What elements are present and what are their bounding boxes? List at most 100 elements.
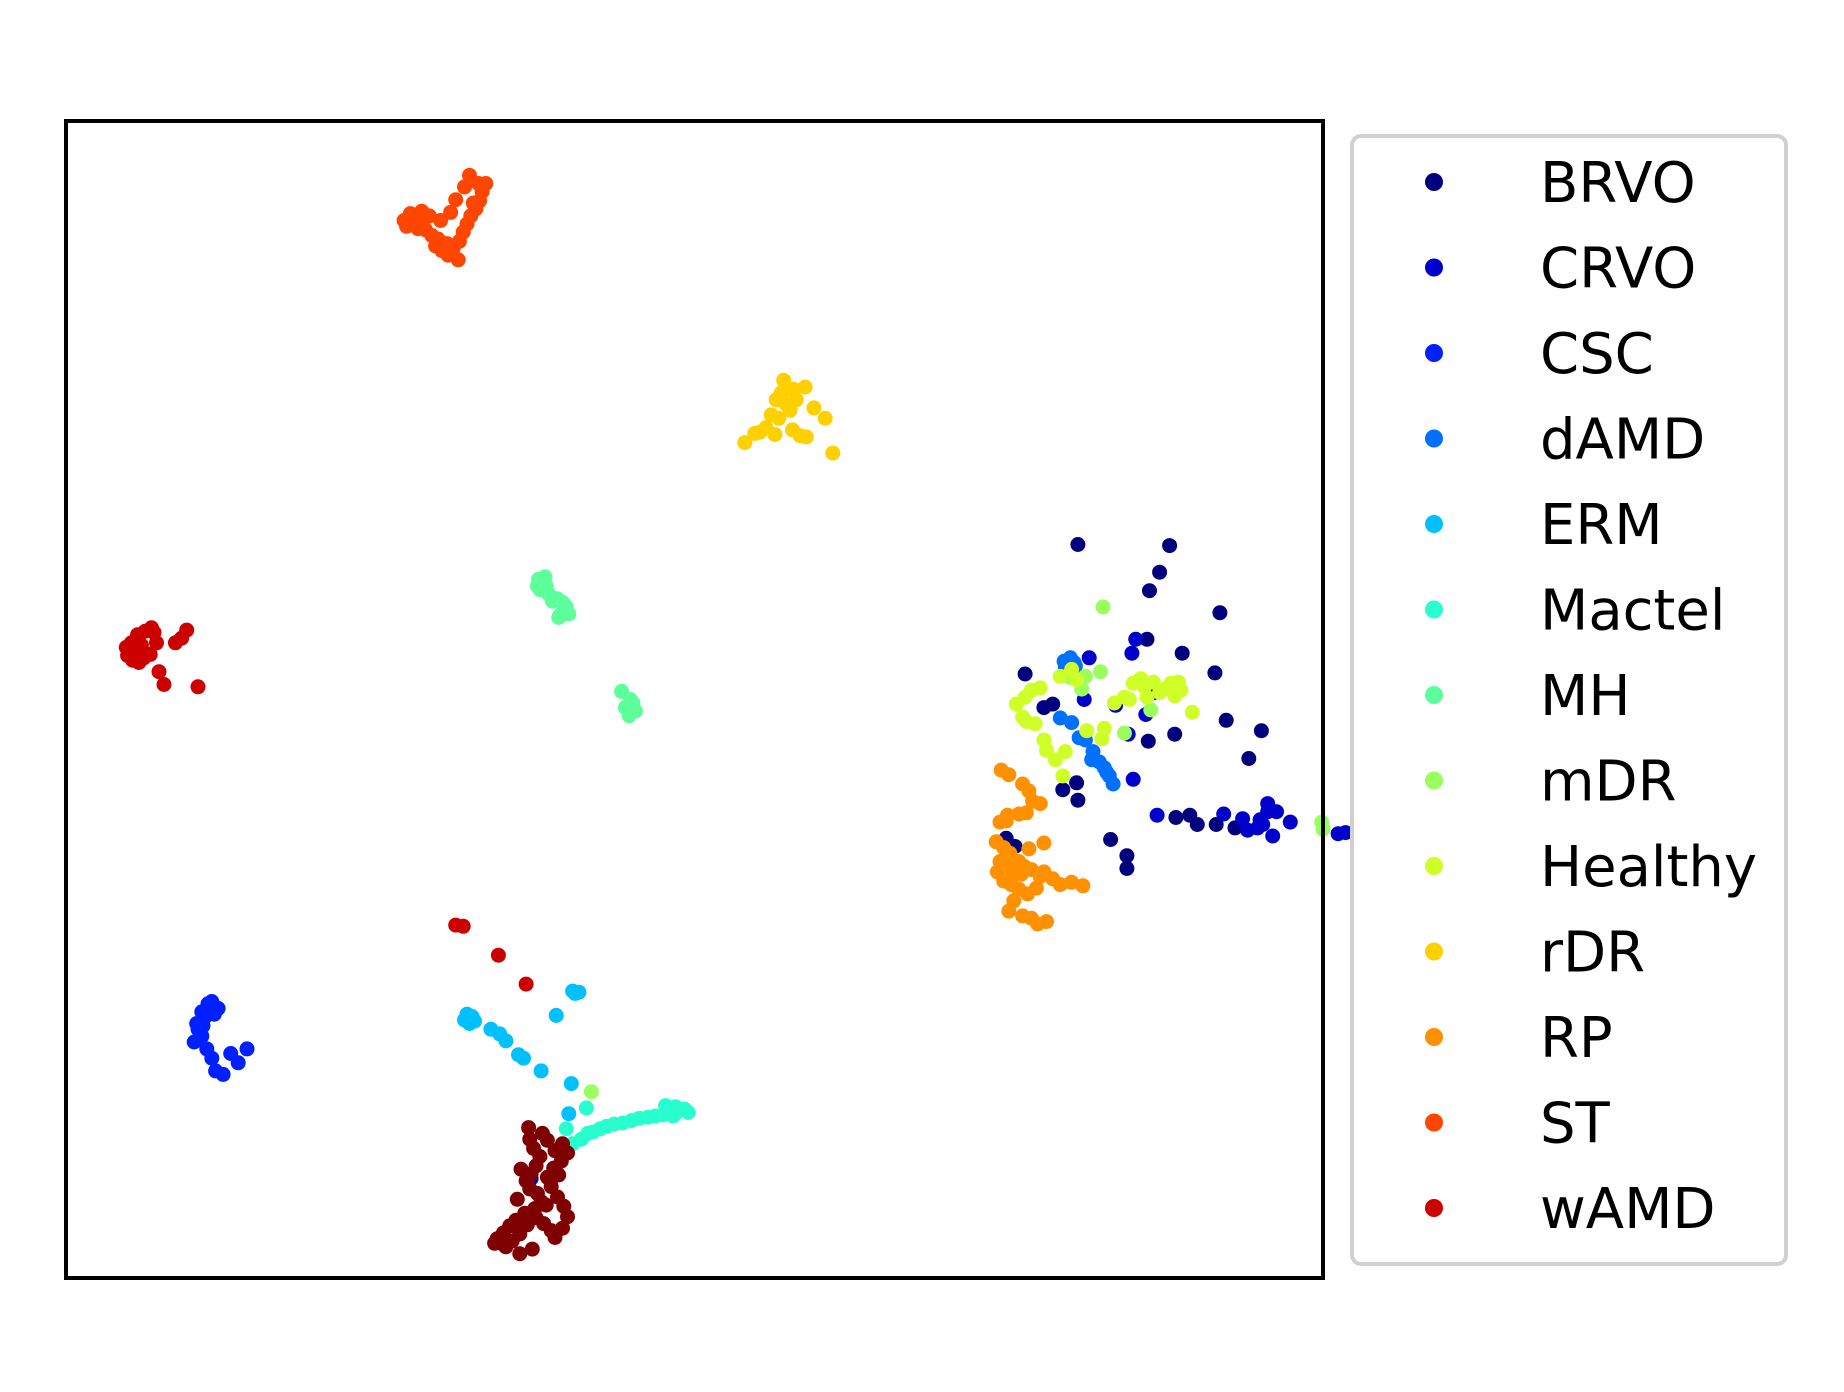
scatter-point (1027, 716, 1043, 732)
scatter-point (230, 1055, 246, 1071)
scatter-point (561, 606, 577, 622)
scatter-point (1069, 775, 1085, 791)
scatter-point (1128, 631, 1144, 647)
scatter-point (1052, 877, 1068, 893)
scatter-point (767, 427, 783, 442)
scatter-point (1001, 767, 1017, 783)
scatter-point (1103, 832, 1119, 847)
scatter-point (561, 1106, 577, 1122)
scatter-point (1070, 792, 1086, 808)
legend-entry: dAMD (1425, 408, 1705, 473)
scatter-point (142, 646, 158, 662)
scatter-point (1124, 645, 1140, 661)
scatter-point (457, 179, 472, 195)
scatter-point (414, 203, 430, 219)
scatter-point (410, 221, 426, 237)
scatter-point (1173, 682, 1189, 698)
scatter-point (680, 1105, 696, 1120)
scatter-point (1099, 764, 1115, 780)
legend-marker (1425, 771, 1443, 790)
scatter-point (533, 1063, 549, 1079)
scatter-point (465, 195, 481, 211)
scatter-point (1140, 733, 1156, 749)
scatter-point (1149, 807, 1165, 823)
legend-entry: Healthy (1425, 835, 1757, 900)
legend-entry: ST (1425, 1092, 1611, 1157)
scatter-point (538, 1197, 554, 1213)
scatter-point (1260, 796, 1276, 812)
scatter-point (1008, 696, 1024, 712)
scatter-point (1070, 537, 1086, 552)
scatter-point (1079, 723, 1095, 739)
scatter-point (1052, 668, 1068, 684)
scatter-point (547, 1143, 563, 1159)
legend-label: Healthy (1540, 835, 1757, 900)
scatter-point (998, 813, 1014, 829)
scatter-point (1282, 814, 1298, 830)
scatter-point (1116, 725, 1132, 741)
legend: BRVO CRVO CSC dAMD ERM Mactel MH mDR Healthy rDR R… (1350, 134, 1788, 1266)
scatter-point (1064, 874, 1080, 890)
scatter-point (490, 947, 506, 963)
scatter-point (513, 1161, 529, 1177)
scatter-point (537, 569, 553, 585)
scatter-point (548, 1007, 564, 1023)
scatter-point (621, 708, 637, 724)
scatter-point (1094, 731, 1110, 747)
scatter-point (1021, 841, 1037, 857)
scatter-point (433, 213, 449, 228)
legend-label: ERM (1540, 493, 1663, 558)
scatter-point (1330, 826, 1346, 842)
scatter-point (156, 677, 172, 692)
scatter-point (625, 695, 641, 711)
scatter-point (747, 425, 763, 441)
scatter-points (118, 167, 1354, 1262)
scatter-point (1152, 564, 1168, 580)
scatter-point (534, 1125, 550, 1141)
scatter-point (1047, 752, 1063, 768)
scatter-point (179, 622, 195, 638)
scatter-point (1253, 723, 1269, 739)
scatter-point (567, 985, 583, 1001)
scatter-point (1069, 672, 1085, 688)
scatter-point (1011, 806, 1027, 822)
scatter-point (204, 1050, 220, 1066)
legend-marker (1425, 344, 1443, 362)
scatter-point (524, 1241, 540, 1257)
scatter-point (1184, 704, 1200, 720)
scatter-point (1216, 806, 1232, 822)
scatter-point (1121, 692, 1137, 707)
scatter-point (817, 410, 833, 426)
scatter-point (1000, 850, 1015, 866)
legend-marker (1425, 857, 1443, 875)
legend-entry: Mactel (1425, 579, 1725, 644)
legend-marker (1425, 1028, 1443, 1046)
scatter-point (498, 1033, 514, 1049)
scatter-point (487, 1235, 503, 1251)
scatter-point (1039, 742, 1054, 758)
scatter-point (467, 1013, 482, 1029)
scatter-point (792, 428, 808, 444)
legend-label: wAMD (1540, 1177, 1716, 1242)
scatter-point (1142, 583, 1157, 599)
scatter-point (210, 1000, 226, 1016)
scatter-point (1119, 860, 1135, 876)
scatter-point (737, 435, 753, 451)
legend-label: dAMD (1540, 408, 1705, 473)
scatter-point (1055, 768, 1071, 784)
scatter-point (1240, 822, 1256, 838)
legend-label: mDR (1540, 750, 1677, 815)
legend-marker (1425, 173, 1443, 191)
scatter-point (989, 864, 1005, 880)
legend-marker (1425, 429, 1443, 448)
scatter-point (146, 624, 162, 640)
scatter-point (782, 402, 798, 418)
legend-label: ST (1540, 1092, 1611, 1157)
scatter-point (462, 167, 477, 183)
scatter-point (1015, 709, 1031, 725)
legend-marker (1425, 258, 1443, 277)
scatter-point (186, 1034, 202, 1050)
scatter-point (1207, 665, 1223, 681)
legend-entry: MH (1425, 664, 1630, 729)
scatter-point (1162, 538, 1178, 554)
